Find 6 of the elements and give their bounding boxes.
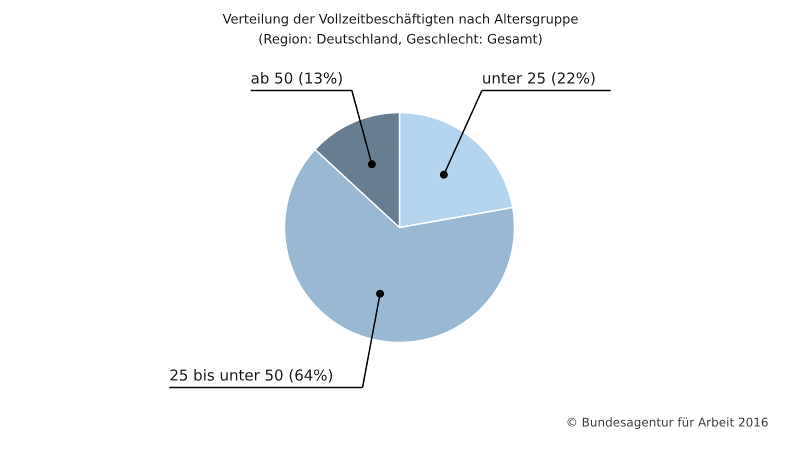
- slice-label: 25 bis unter 50 (64%): [169, 366, 334, 384]
- chart-subtitle: (Region: Deutschland, Geschlecht: Gesamt): [258, 32, 543, 48]
- slice-label: ab 50 (13%): [250, 70, 344, 88]
- chart-title: Verteilung der Vollzeitbeschäftigten nach Altersgruppe: [222, 12, 578, 28]
- slice-label: unter 25 (22%): [482, 70, 596, 88]
- text: © Bundesagentur für Arbeit 2016: [566, 416, 768, 430]
